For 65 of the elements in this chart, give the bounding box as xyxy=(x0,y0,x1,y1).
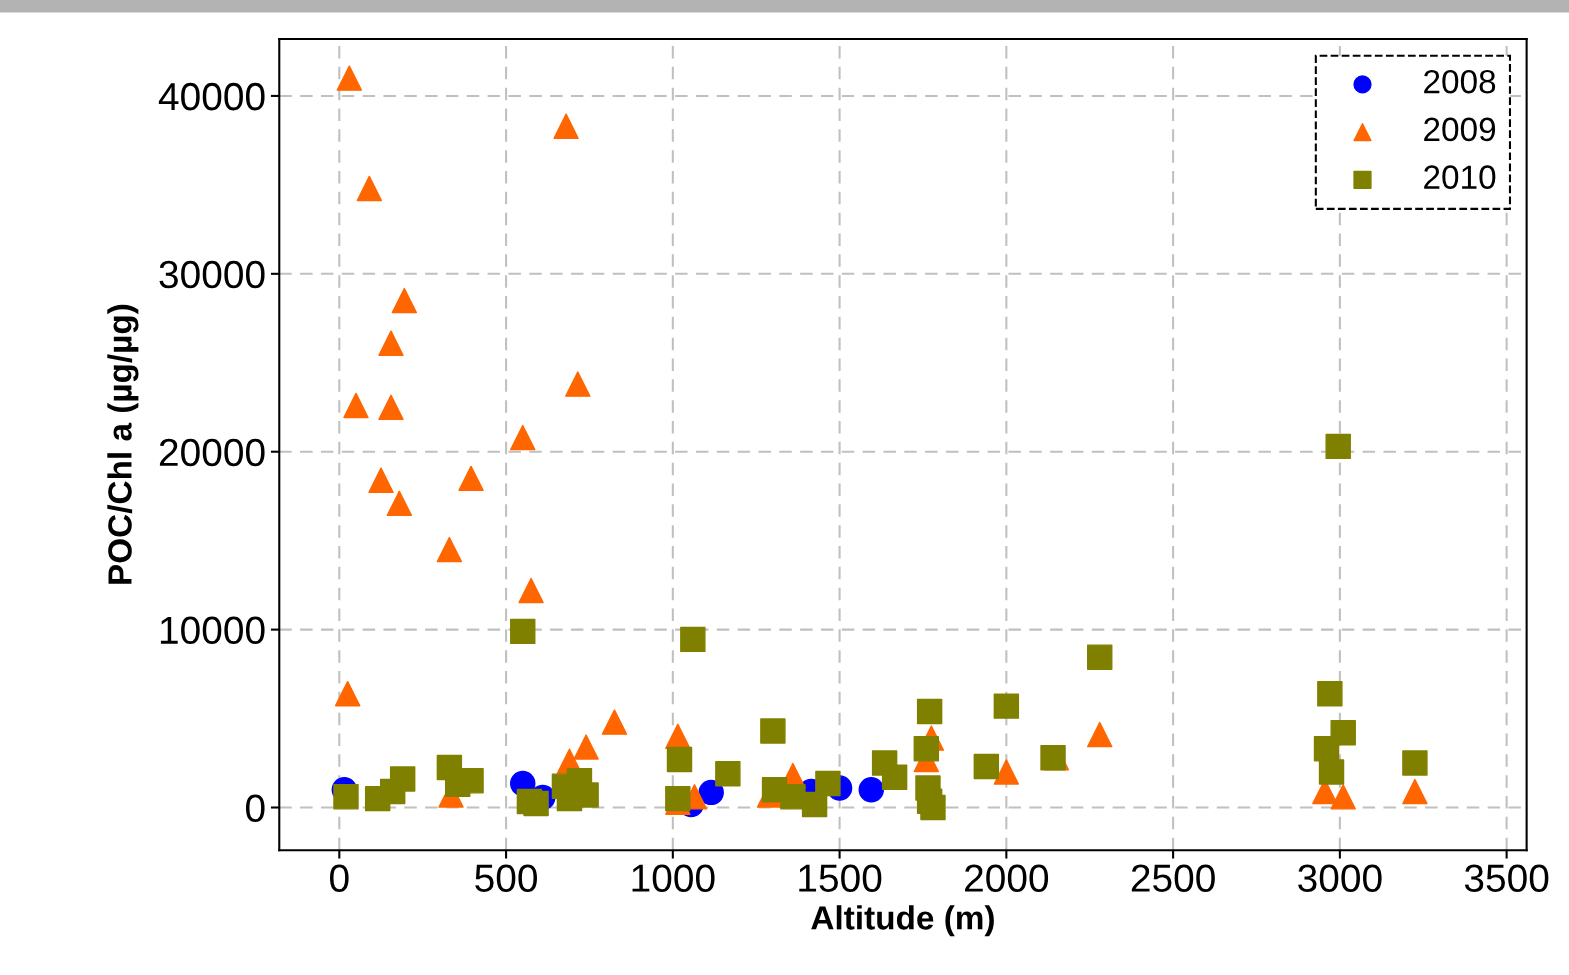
point xyxy=(336,65,363,91)
point xyxy=(436,536,463,563)
point xyxy=(553,113,579,139)
point xyxy=(389,766,416,792)
point xyxy=(510,424,536,451)
point xyxy=(378,394,404,420)
x-tick-label: 2000 xyxy=(965,864,1049,892)
point xyxy=(1317,680,1343,707)
point xyxy=(1313,736,1340,762)
point xyxy=(510,618,536,645)
point xyxy=(333,784,359,810)
point xyxy=(1325,433,1351,460)
point xyxy=(858,776,884,803)
point xyxy=(1402,778,1428,805)
point xyxy=(378,330,404,356)
point xyxy=(573,734,599,760)
point xyxy=(815,770,841,797)
point xyxy=(916,698,943,725)
y-tick-label: 0 xyxy=(245,794,265,822)
x-tick-label: 3500 xyxy=(1464,864,1549,892)
x-tick-label: 1000 xyxy=(632,864,715,892)
point xyxy=(601,709,628,735)
point xyxy=(458,465,484,492)
y-tick-label: 40000 xyxy=(158,82,265,111)
point xyxy=(881,764,908,790)
point xyxy=(780,784,806,810)
point xyxy=(993,693,1020,719)
legend-label: 2008 xyxy=(1424,69,1496,94)
point xyxy=(391,287,418,314)
legend-label: 2010 xyxy=(1424,165,1496,189)
point xyxy=(368,467,394,493)
x-axis-title: Altitude (m) xyxy=(811,905,994,937)
point xyxy=(364,785,391,812)
x-tick-label: 3000 xyxy=(1298,864,1382,892)
point xyxy=(1318,759,1345,785)
point xyxy=(1330,784,1356,810)
x-tick-label: 500 xyxy=(475,864,537,892)
point xyxy=(1087,721,1113,748)
point xyxy=(913,736,940,762)
y-tick-label: 30000 xyxy=(159,260,265,289)
point xyxy=(920,794,946,821)
point xyxy=(680,626,706,653)
x-tick-label: 0 xyxy=(330,864,349,892)
y-tick-label: 20000 xyxy=(159,438,265,467)
point xyxy=(518,577,544,604)
y-tick-label: 10000 xyxy=(160,616,265,645)
x-tick-label: 2500 xyxy=(1131,864,1215,892)
point xyxy=(993,759,1020,785)
y-axis-title: POC/Chl a (µg/µg) xyxy=(107,304,139,584)
point xyxy=(715,760,741,787)
point xyxy=(386,490,413,517)
legend-label: 2009 xyxy=(1424,117,1496,142)
point xyxy=(516,788,543,815)
x-tick-label: 1500 xyxy=(799,864,882,892)
point xyxy=(1087,644,1113,670)
point xyxy=(356,175,383,202)
point xyxy=(973,753,1000,780)
point xyxy=(760,718,786,744)
point xyxy=(343,392,369,419)
point xyxy=(334,680,361,707)
point xyxy=(565,371,591,397)
point xyxy=(698,779,724,806)
point xyxy=(666,746,693,773)
point xyxy=(1402,750,1428,776)
point xyxy=(1040,744,1066,771)
